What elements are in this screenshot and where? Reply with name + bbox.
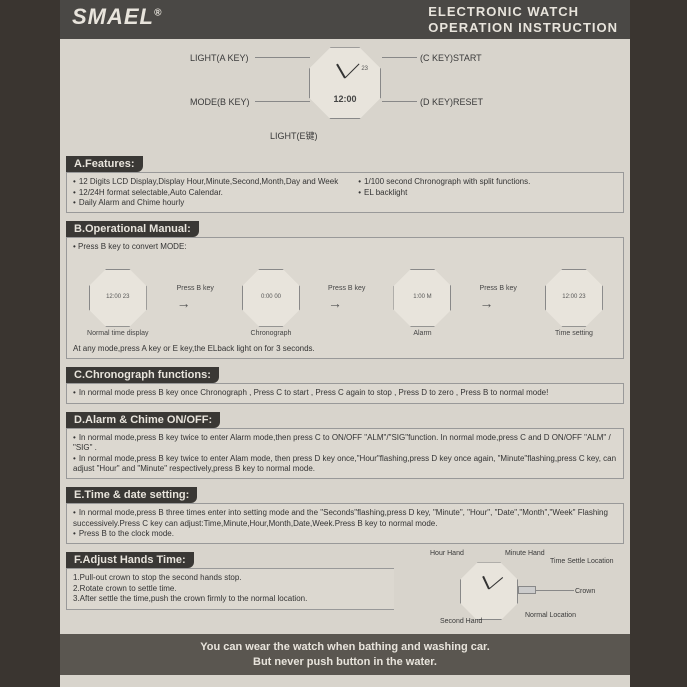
features-col1: 12 Digits LCD Display,Display Hour,Minut… bbox=[73, 177, 338, 208]
hands-octagon bbox=[460, 562, 518, 620]
footer-warning: You can wear the watch when bathing and … bbox=[60, 634, 630, 675]
section-a-title: A.Features: bbox=[66, 156, 143, 172]
key-diagram: 23 12:00 LIGHT(A KEY) MODE(B KEY) (C KEY… bbox=[60, 39, 630, 154]
mode-octagon-2: 1:00 M bbox=[393, 269, 451, 327]
section-d-body: In normal mode,press B key twice to ente… bbox=[66, 428, 624, 480]
section-d-title: D.Alarm & Chime ON/OFF: bbox=[66, 412, 220, 428]
face-time: 12:00 bbox=[333, 94, 356, 104]
watch-octagon: 23 12:00 bbox=[309, 47, 381, 119]
section-b-title: B.Operational Manual: bbox=[66, 221, 199, 237]
section-b-body: • Press B key to convert MODE: 12:00 23 … bbox=[66, 237, 624, 359]
arrow-icon: → bbox=[480, 294, 517, 312]
header-title: ELECTRONIC WATCH OPERATION INSTRUCTION bbox=[428, 4, 618, 35]
section-c-title: C.Chronograph functions: bbox=[66, 367, 219, 383]
section-e-body: In normal mode,press B three times enter… bbox=[66, 503, 624, 544]
label-d-reset: (D KEY)RESET bbox=[420, 97, 483, 107]
hands-diagram: Hour Hand Minute Hand Time Settle Locati… bbox=[410, 550, 630, 630]
header: SMAEL® ELECTRONIC WATCH OPERATION INSTRU… bbox=[60, 0, 630, 39]
label-light-a: LIGHT(A KEY) bbox=[190, 53, 249, 63]
mode-octagon-3: 12:00 23 bbox=[545, 269, 603, 327]
label-mode-b: MODE(B KEY) bbox=[190, 97, 250, 107]
section-f-body: 1.Pull-out crown to stop the second hand… bbox=[66, 568, 394, 609]
face-sub: 23 bbox=[361, 66, 368, 72]
arrow-icon: → bbox=[328, 294, 365, 312]
crown-icon bbox=[518, 586, 536, 594]
arrow-icon: → bbox=[177, 294, 214, 312]
section-f-title: F.Adjust Hands Time: bbox=[66, 552, 194, 568]
mode-octagon-0: 12:00 23 bbox=[89, 269, 147, 327]
features-col2: 1/100 second Chronograph with split func… bbox=[358, 177, 530, 208]
mode-octagon-1: 0:00 00 bbox=[242, 269, 300, 327]
section-e-title: E.Time & date setting: bbox=[66, 487, 197, 503]
label-c-start: (C KEY)START bbox=[420, 53, 482, 63]
hand-minute bbox=[345, 64, 360, 79]
mode-flow: 12:00 23 Normal time display Press B key… bbox=[73, 259, 617, 338]
instruction-sheet: SMAEL® ELECTRONIC WATCH OPERATION INSTRU… bbox=[60, 0, 630, 687]
section-c-body: In normal mode press B key once Chronogr… bbox=[66, 383, 624, 403]
hand-hour bbox=[336, 64, 346, 79]
section-a-body: 12 Digits LCD Display,Display Hour,Minut… bbox=[66, 172, 624, 213]
brand-logo: SMAEL® bbox=[72, 4, 162, 30]
label-light-e: LIGHT(E键) bbox=[270, 129, 318, 142]
